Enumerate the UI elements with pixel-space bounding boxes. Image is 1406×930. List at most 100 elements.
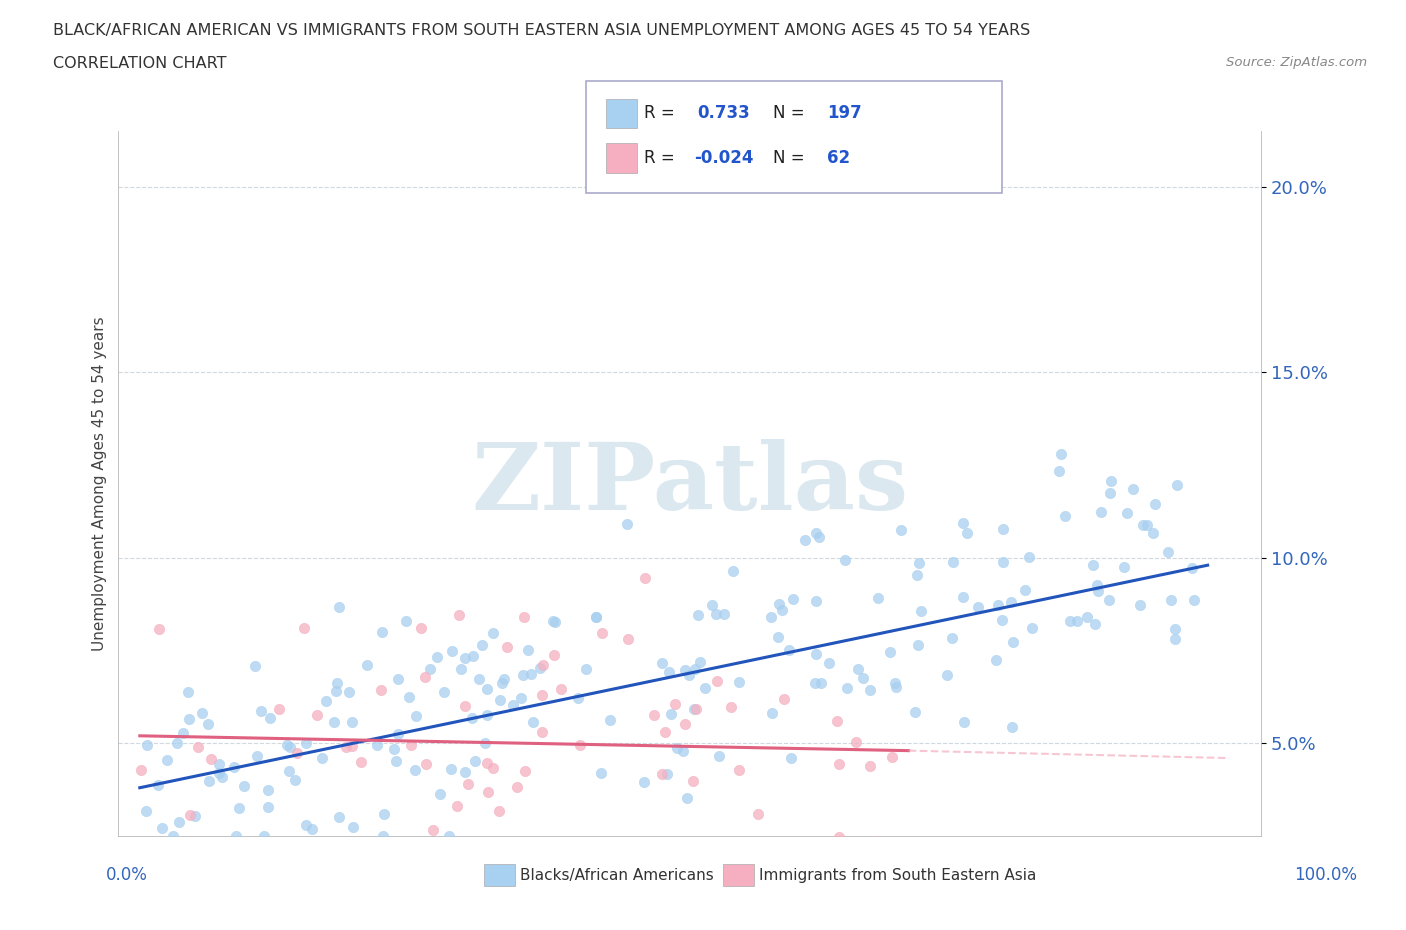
Point [986, 653, 1008, 668]
Point [659, 707, 682, 722]
Point [426, 649, 449, 664]
Point [682, 774, 704, 789]
Point [399, 737, 422, 752]
Point [700, 598, 723, 613]
Text: Immigrants from South Eastern Asia: Immigrants from South Eastern Asia [759, 868, 1036, 883]
Point [440, 644, 463, 658]
Point [246, 749, 269, 764]
Point [699, 846, 721, 861]
Point [464, 753, 486, 768]
Point [179, 807, 201, 822]
Point [665, 741, 688, 756]
Point [252, 829, 274, 844]
Text: N =: N = [773, 104, 810, 123]
Point [574, 661, 596, 676]
Point [1143, 497, 1166, 512]
Point [685, 702, 707, 717]
Point [404, 763, 426, 777]
Point [1076, 609, 1098, 624]
Point [541, 614, 564, 629]
Point [328, 600, 350, 615]
Point [422, 822, 444, 837]
Point [825, 714, 848, 729]
Text: 197: 197 [827, 104, 862, 123]
Point [1156, 545, 1178, 560]
Point [828, 830, 851, 844]
Text: Blacks/African Americans: Blacks/African Americans [520, 868, 714, 883]
Point [531, 687, 554, 702]
Point [768, 597, 790, 612]
Point [395, 614, 418, 629]
Point [890, 523, 912, 538]
Point [225, 829, 247, 844]
Point [278, 739, 301, 754]
Point [953, 714, 976, 729]
Text: -0.024: -0.024 [695, 149, 754, 167]
Point [468, 671, 491, 686]
Point [987, 598, 1010, 613]
Point [350, 755, 373, 770]
Point [664, 697, 686, 711]
Point [184, 870, 207, 885]
Point [761, 706, 783, 721]
Point [1164, 621, 1187, 636]
Point [904, 705, 927, 720]
Point [1098, 486, 1121, 501]
Point [804, 593, 827, 608]
Point [907, 638, 929, 653]
Point [177, 684, 200, 699]
Point [1050, 446, 1073, 461]
Point [208, 766, 231, 781]
Point [794, 532, 817, 547]
Point [373, 829, 395, 844]
Point [482, 626, 505, 641]
Point [146, 777, 169, 792]
Point [453, 764, 475, 779]
Point [1166, 478, 1188, 493]
Point [509, 690, 531, 705]
Point [440, 762, 463, 777]
Point [513, 610, 536, 625]
Point [908, 556, 931, 571]
Text: Source: ZipAtlas.com: Source: ZipAtlas.com [1226, 56, 1367, 69]
Point [655, 766, 678, 781]
Point [398, 690, 420, 705]
Point [461, 648, 484, 663]
Point [1132, 517, 1154, 532]
Point [184, 808, 207, 823]
Point [167, 815, 190, 830]
Point [156, 752, 179, 767]
Point [550, 682, 572, 697]
Point [325, 684, 347, 698]
Point [231, 862, 253, 877]
Text: ZIPatlas: ZIPatlas [471, 439, 908, 528]
Point [477, 708, 499, 723]
Point [747, 806, 769, 821]
Point [295, 817, 318, 832]
Point [405, 709, 427, 724]
Point [1018, 550, 1040, 565]
Point [311, 751, 333, 765]
Text: 62: 62 [827, 149, 849, 167]
Point [328, 810, 350, 825]
Point [683, 661, 706, 676]
Point [301, 821, 323, 836]
Text: 0.0%: 0.0% [105, 866, 148, 884]
Point [491, 675, 513, 690]
Point [782, 592, 804, 607]
Point [384, 753, 406, 768]
Point [513, 764, 536, 778]
Point [233, 778, 256, 793]
Point [387, 671, 409, 686]
Point [852, 671, 875, 686]
Point [488, 804, 510, 818]
Point [599, 712, 621, 727]
Point [682, 702, 704, 717]
Point [695, 681, 717, 696]
Point [1114, 560, 1136, 575]
Point [285, 746, 308, 761]
Point [148, 622, 170, 637]
Point [150, 820, 173, 835]
Point [256, 782, 278, 797]
Point [136, 738, 159, 753]
